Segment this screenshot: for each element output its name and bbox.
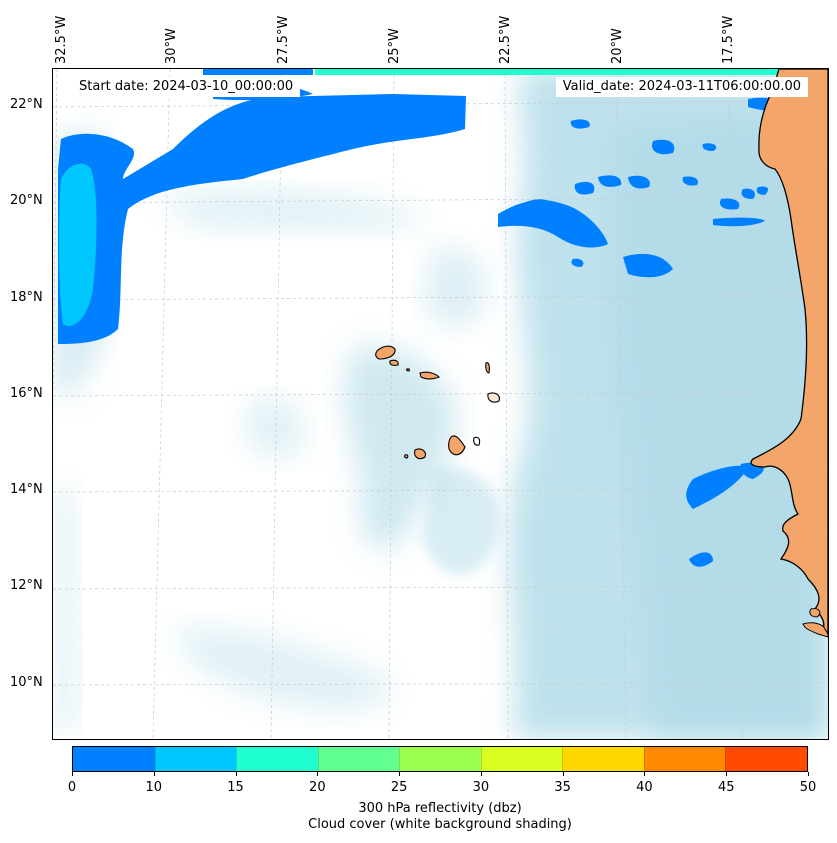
coastline-africa: [750, 69, 828, 638]
start-date-label: Start date: 2024-03-10_00:00:00: [72, 77, 301, 97]
lon-label-25w: 25°W: [387, 28, 402, 64]
colorbar-segment: [154, 747, 237, 771]
colorbar-tick-label: 50: [799, 780, 817, 795]
colorbar-tick-label: 20: [309, 780, 326, 795]
valid-date-label: Valid_date: 2024-03-11T06:00:00.00: [555, 77, 808, 97]
lon-label-32-5w: 32.5°W: [54, 15, 69, 64]
lat-label-22n: 22°N: [10, 97, 43, 112]
colorbar-segment: [73, 747, 155, 771]
graticule: [53, 69, 828, 739]
colorbar-tick-label: 45: [717, 780, 735, 795]
lon-label-22-5w: 22.5°W: [498, 15, 513, 64]
colorbar-tick: [808, 772, 809, 776]
lat-label-14n: 14°N: [10, 482, 43, 497]
colorbar-tick: [317, 772, 319, 776]
colorbar-tick: [480, 772, 482, 776]
lon-label-30w: 30°W: [164, 28, 179, 64]
reflectivity-high: [315, 69, 828, 75]
colorbar-tick: [562, 772, 564, 776]
colorbar-tick: [235, 772, 237, 776]
colorbar-segment: [643, 747, 726, 771]
colorbar-tick: [644, 772, 646, 776]
colorbar-tick-label: 10: [145, 780, 163, 795]
colorbar-tick-label: 40: [636, 780, 653, 795]
lat-label-16n: 16°N: [10, 386, 43, 401]
colorbar-tick: [726, 772, 728, 776]
colorbar-tick-label: 30: [472, 780, 490, 795]
reflectivity-mid: [58, 163, 97, 326]
colorbar-segment: [236, 747, 318, 771]
colorbar-tick-label: 25: [390, 780, 408, 795]
colorbar-tick-label: 0: [67, 780, 77, 795]
colorbar-segment: [399, 747, 481, 771]
colorbar-segment: [480, 747, 563, 771]
cape-verde-islands: [375, 345, 500, 460]
lat-label-12n: 12°N: [10, 578, 43, 593]
lat-label-20n: 20°N: [10, 193, 43, 208]
lon-label-20w: 20°W: [610, 28, 625, 64]
colorbar-label: 300 hPa reflectivity (dbz) Cloud cover (…: [72, 801, 808, 833]
colorbar-label-reflectivity: 300 hPa reflectivity (dbz): [358, 801, 522, 816]
colorbar-tick: [153, 772, 155, 776]
colorbar-tick-label: 15: [227, 780, 244, 795]
colorbar-segment: [317, 747, 400, 771]
map-canvas: [53, 69, 828, 739]
colorbar-segment: [562, 747, 644, 771]
lon-label-17-5w: 17.5°W: [721, 15, 736, 64]
colorbar-tick-label: 35: [554, 780, 571, 795]
lat-label-10n: 10°N: [10, 675, 43, 690]
map-panel[interactable]: Start date: 2024-03-10_00:00:00 Valid_da…: [52, 68, 829, 740]
colorbar-tick: [72, 772, 73, 776]
colorbar-tick: [399, 772, 401, 776]
colorbar-segment: [725, 747, 808, 771]
colorbar-label-cloud-cover: Cloud cover (white background shading): [308, 817, 572, 832]
lon-label-27-5w: 27.5°W: [276, 15, 291, 64]
lat-label-18n: 18°N: [10, 290, 43, 305]
colorbar: [72, 746, 808, 772]
